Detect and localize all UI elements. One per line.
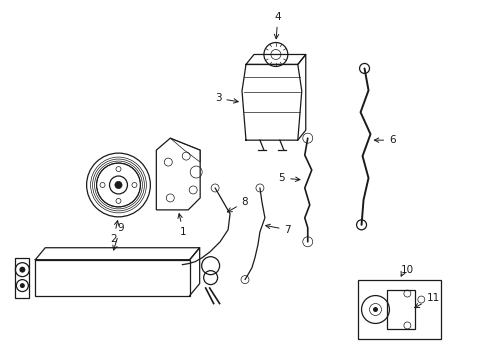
Text: 2: 2: [110, 221, 119, 244]
Circle shape: [115, 181, 122, 189]
Text: 10: 10: [400, 265, 413, 275]
Bar: [35, 260, 189, 296]
Text: 9: 9: [113, 223, 123, 250]
Circle shape: [372, 307, 377, 312]
Text: 11: 11: [414, 293, 439, 308]
Bar: [386, 289, 414, 329]
Circle shape: [20, 283, 25, 288]
Text: 5: 5: [278, 173, 299, 183]
Text: 1: 1: [178, 213, 186, 237]
Text: 8: 8: [227, 197, 248, 212]
Text: 3: 3: [214, 93, 238, 103]
Circle shape: [20, 267, 25, 273]
Bar: [357, 280, 440, 339]
Bar: [15, 258, 29, 298]
Text: 4: 4: [274, 12, 281, 39]
Text: 7: 7: [265, 224, 290, 235]
Text: 6: 6: [374, 135, 395, 145]
